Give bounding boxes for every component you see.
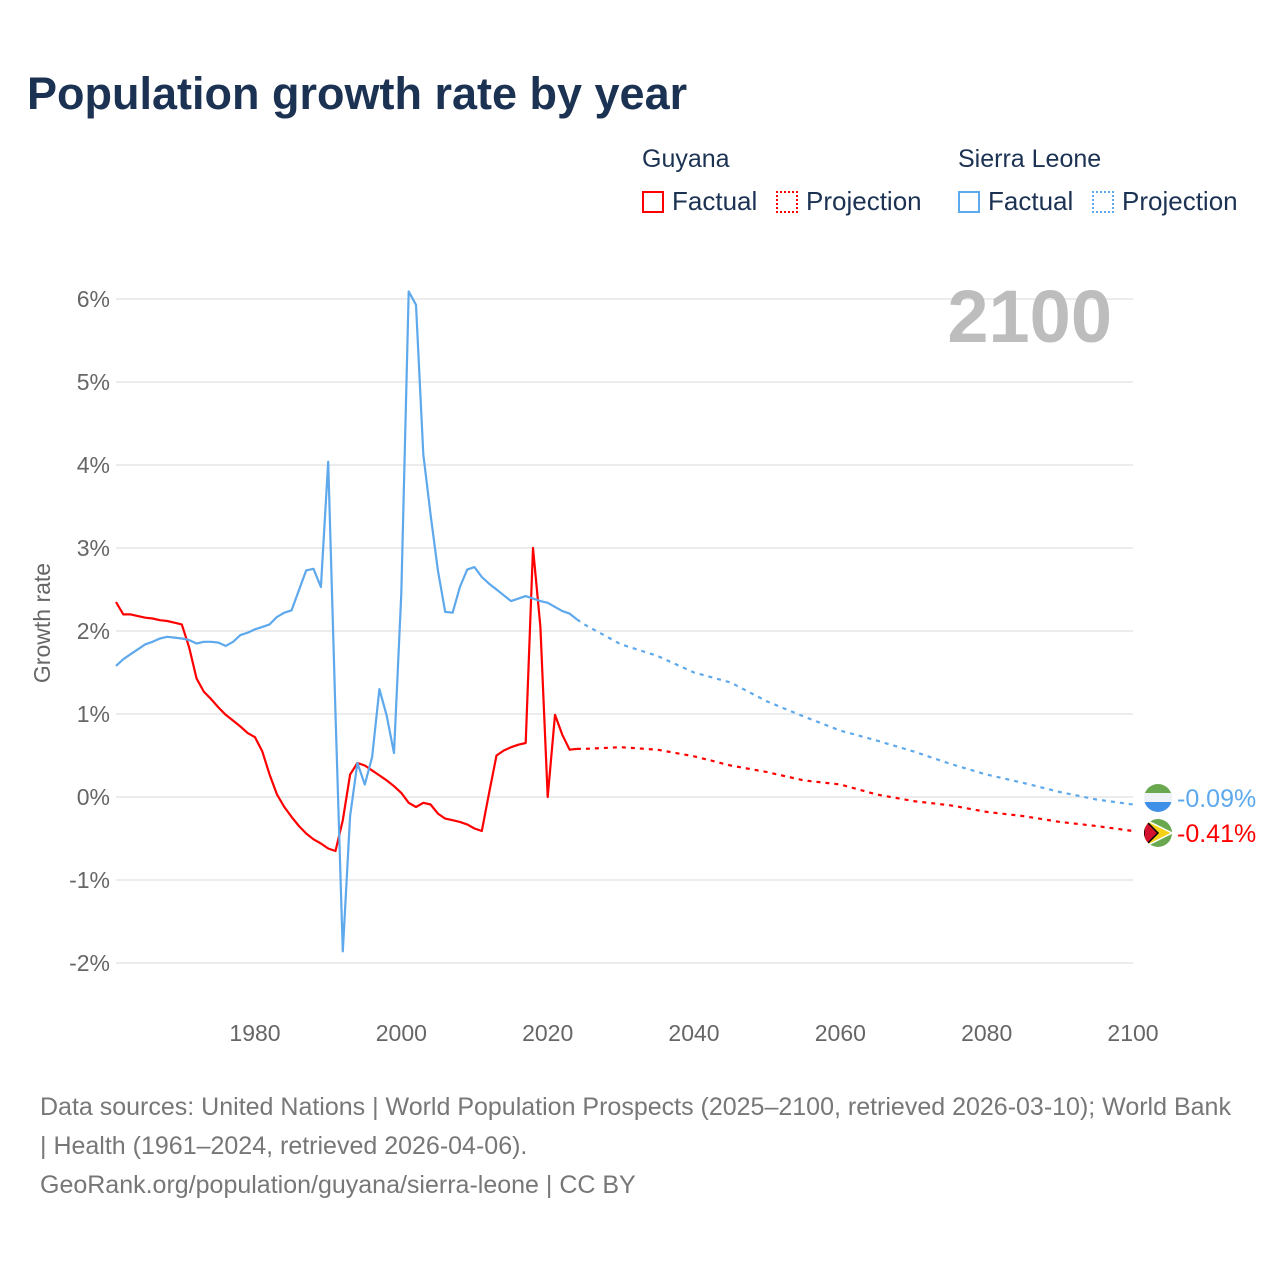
series-line-sierra-leone-factual <box>115 290 578 953</box>
legend-sierra-leone-projection[interactable]: Projection <box>1092 186 1238 217</box>
legend-swatch-solid <box>958 190 980 213</box>
legend-label: Factual <box>672 186 758 216</box>
legend-swatch-solid <box>642 190 664 213</box>
y-tick-label: 3% <box>77 535 110 561</box>
sierra-leone-flag-icon <box>1144 784 1172 812</box>
legend-swatch-dotted <box>1092 190 1114 213</box>
legend-guyana-projection[interactable]: Projection <box>776 186 922 217</box>
chart-title: Population growth rate by year <box>27 68 688 119</box>
legend-sierra-leone-factual[interactable]: Factual <box>958 186 1073 217</box>
y-tick-label: 0% <box>77 784 110 810</box>
legend-group-sierra-leone: Sierra Leone <box>958 145 1102 173</box>
end-label-guyana: -0.41% <box>1177 820 1256 848</box>
legend-label: Projection <box>1122 186 1238 216</box>
data-sources: Data sources: United Nations | World Pop… <box>40 1093 1231 1160</box>
legend-guyana-factual[interactable]: Factual <box>642 186 757 217</box>
y-axis-label: Growth rate <box>29 563 55 683</box>
y-tick-label: 5% <box>77 369 110 395</box>
line-chart: 6% 5% 4% 3% 2% 1% 0% -1% -2% 1980 2000 2020 2040 2060… <box>29 275 1256 1046</box>
y-tick-label: -1% <box>69 867 110 893</box>
x-tick-label: 2060 <box>815 1020 866 1046</box>
legend-label: Projection <box>806 186 922 216</box>
x-tick-label: 2100 <box>1107 1020 1158 1046</box>
legend-label: Factual <box>988 186 1074 216</box>
guyana-flag-icon <box>1144 819 1172 847</box>
y-tick-label: -2% <box>69 950 110 976</box>
x-tick-label: 1980 <box>229 1020 280 1046</box>
x-tick-label: 2040 <box>668 1020 719 1046</box>
footer: Data sources: United Nations | World Pop… <box>40 1088 1240 1205</box>
end-label-sierra-leone: -0.09% <box>1177 785 1256 813</box>
y-tick-label: 1% <box>77 701 110 727</box>
attribution-link[interactable]: GeoRank.org/population/guyana/sierra-leo… <box>40 1171 636 1199</box>
y-tick-label: 6% <box>77 286 110 312</box>
x-tick-label: 2020 <box>522 1020 573 1046</box>
y-tick-label: 2% <box>77 618 110 644</box>
y-tick-label: 4% <box>77 452 110 478</box>
x-tick-label: 2000 <box>376 1020 427 1046</box>
year-watermark: 2100 <box>947 275 1112 358</box>
series-line-sierra-leone-projection <box>576 618 1134 806</box>
legend-group-guyana: Guyana <box>642 145 730 173</box>
legend-swatch-dotted <box>776 190 798 213</box>
series-line-guyana-factual <box>115 546 578 853</box>
x-tick-label: 2080 <box>961 1020 1012 1046</box>
